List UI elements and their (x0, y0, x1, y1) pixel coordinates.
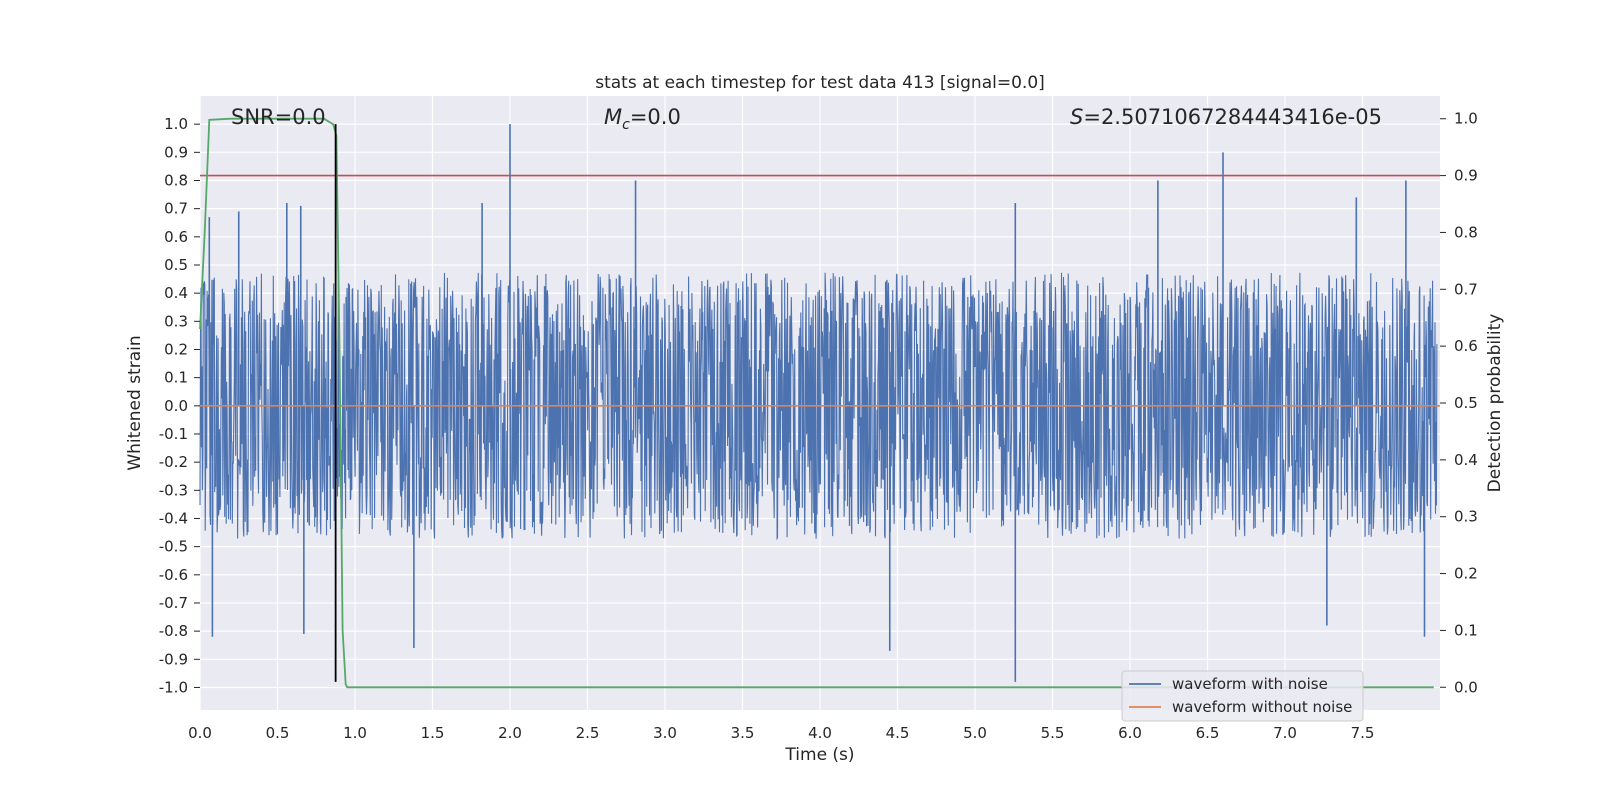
y-tick-label: 0.4 (164, 284, 188, 302)
y-right-tick-label: 0.2 (1454, 565, 1478, 583)
y-right-tick-label: 0.8 (1454, 223, 1478, 241)
y-tick-label: -1.0 (159, 678, 188, 696)
y-right-tick-label: 0.7 (1454, 280, 1478, 298)
y-tick-label: 0.6 (164, 228, 188, 246)
y-tick-label: 0.3 (164, 312, 188, 330)
y-tick-label: -0.7 (159, 594, 188, 612)
y-tick-label: 0.7 (164, 200, 188, 218)
series-waveform-with-noise (199, 272, 1438, 541)
x-tick-label: 5.0 (963, 724, 987, 742)
x-tick-label: 7.0 (1273, 724, 1297, 742)
y-tick-label: 0.8 (164, 171, 188, 189)
y-right-tick-label: 0.6 (1454, 337, 1478, 355)
y-axis-ticks: 1.0 0.9 0.8 0.7 0.6 0.5 0.4 0.3 0.2 0.1 0.0 -0.1 -0.… (159, 115, 200, 696)
y-right-tick-label: 0.5 (1454, 394, 1478, 412)
s-statistic-symbol: S (1070, 105, 1083, 129)
y-tick-label: 0.9 (164, 143, 188, 161)
x-tick-label: 4.0 (808, 724, 832, 742)
legend-label-clean: waveform without noise (1172, 698, 1352, 716)
x-tick-label: 5.5 (1041, 724, 1065, 742)
chirp-mass-subscript: c (622, 117, 630, 133)
x-tick-label: 2.5 (576, 724, 600, 742)
x-axis-label: Time (s) (784, 745, 854, 765)
legend: waveform with noise waveform without noi… (1121, 670, 1364, 722)
series-detection-probability (199, 117, 1434, 689)
y-right-tick-label: 0.1 (1454, 621, 1478, 639)
y-tick-label: -0.3 (159, 481, 188, 499)
x-tick-label: 0.5 (266, 724, 290, 742)
chart-title: stats at each timestep for test data 413… (595, 73, 1045, 93)
y-tick-label: 0.1 (164, 369, 188, 387)
y-axis-label: Whitened strain (125, 335, 145, 470)
y-tick-label: -0.8 (159, 622, 188, 640)
x-axis-ticks: 0.0 0.5 1.0 1.5 2.0 2.5 3.0 3.5 4.0 4.5 5.0 5.5 6.0 6… (188, 724, 1374, 742)
s-statistic-annotation: S=2.5071067284443416e-05 (1070, 105, 1382, 129)
y-tick-label: -0.2 (159, 453, 188, 471)
x-tick-label: 3.0 (653, 724, 677, 742)
y-right-axis-label: Detection probability (1485, 314, 1505, 493)
y-tick-label: 0.5 (164, 256, 188, 274)
x-tick-label: 6.5 (1196, 724, 1220, 742)
y-right-tick-label: 0.9 (1454, 167, 1478, 185)
y-right-axis-ticks: 1.0 0.9 0.8 0.7 0.6 0.5 0.4 0.3 0.2 0.1 0.0 (1440, 110, 1478, 696)
x-tick-label: 2.0 (498, 724, 522, 742)
y-tick-label: 1.0 (164, 115, 188, 133)
x-tick-label: 0.0 (188, 724, 212, 742)
x-tick-label: 4.5 (886, 724, 910, 742)
x-tick-label: 7.5 (1351, 724, 1375, 742)
legend-label-noise: waveform with noise (1172, 675, 1328, 693)
x-tick-label: 1.0 (343, 724, 367, 742)
x-tick-label: 1.5 (421, 724, 445, 742)
x-tick-label: 3.5 (731, 724, 755, 742)
y-tick-label: -0.1 (159, 425, 188, 443)
chirp-mass-annotation: Mc=0.0 (604, 105, 681, 133)
y-tick-label: -0.9 (159, 650, 188, 668)
y-right-tick-label: 0.4 (1454, 451, 1478, 469)
y-tick-label: -0.4 (159, 509, 188, 527)
data-layer (199, 117, 1440, 689)
y-right-tick-label: 1.0 (1454, 110, 1478, 128)
y-right-tick-label: 0.0 (1454, 678, 1478, 696)
y-tick-label: -0.6 (159, 566, 188, 584)
y-tick-label: -0.5 (159, 538, 188, 556)
y-tick-label: 0.0 (164, 397, 188, 415)
chirp-mass-symbol: M (604, 105, 622, 129)
x-tick-label: 6.0 (1118, 724, 1142, 742)
snr-annotation: SNR=0.0 (231, 105, 326, 129)
legend-box (1121, 670, 1364, 722)
y-tick-label: 0.2 (164, 340, 188, 358)
chirp-mass-value: =0.0 (630, 105, 681, 129)
y-right-tick-label: 0.3 (1454, 508, 1478, 526)
s-statistic-value: =2.5071067284443416e-05 (1083, 105, 1382, 129)
